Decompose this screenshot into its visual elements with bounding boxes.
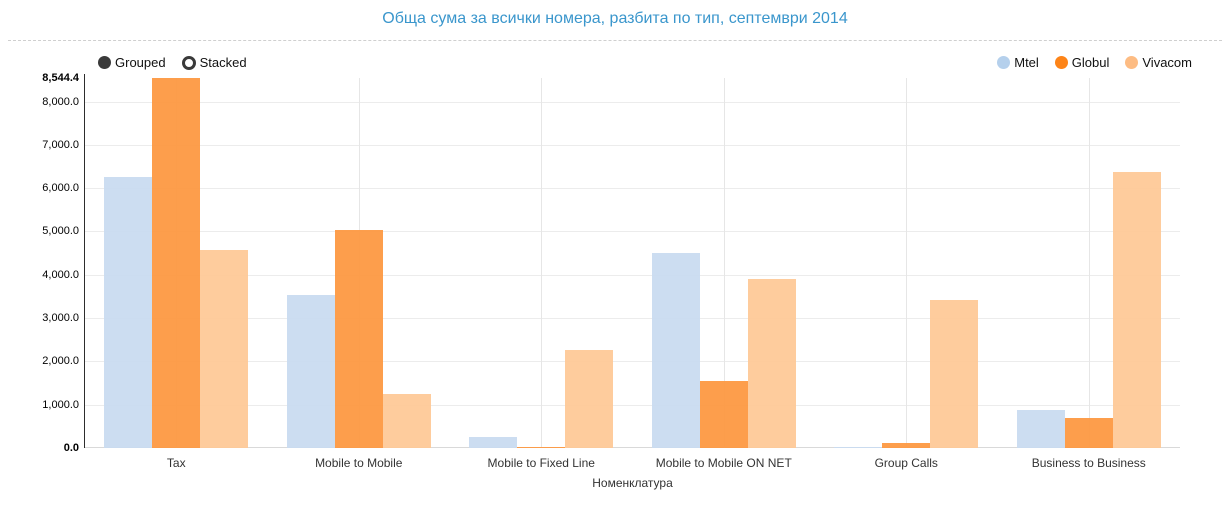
- v-gridline: [541, 78, 543, 448]
- grouped-mode-label: Grouped: [115, 55, 166, 70]
- mtel-series-label: Mtel: [1014, 55, 1039, 70]
- mtel-series-icon: [997, 56, 1011, 69]
- radio-empty-icon: [181, 55, 196, 70]
- bar-mtel-mobile-to-mobile[interactable]: [286, 294, 335, 448]
- bar-vivacom-mobile-to-mobile-on-net[interactable]: [747, 278, 796, 448]
- h-gridline: [85, 274, 1180, 276]
- bar-mtel-business-to-business[interactable]: [1016, 410, 1065, 448]
- y-tick-label: 0.0: [63, 442, 79, 454]
- y-tick-label: 6,000.0: [42, 182, 79, 195]
- y-axis-line: [84, 74, 85, 448]
- x-category-label: Mobile to Fixed Line: [487, 456, 595, 470]
- h-gridline: [85, 188, 1180, 190]
- bar-globul-business-to-business[interactable]: [1064, 418, 1113, 448]
- bar-mtel-mobile-to-fixed-line[interactable]: [469, 437, 518, 448]
- chart-mode-legend: Grouped Stacked: [98, 55, 247, 70]
- h-gridline: [85, 101, 1180, 103]
- x-axis-title: Номенклатура: [592, 476, 673, 490]
- x-category-label: Business to Business: [1031, 456, 1146, 470]
- bar-globul-group-calls[interactable]: [882, 443, 931, 448]
- series-legend: Mtel Globul Vivacom: [997, 55, 1192, 70]
- bar-vivacom-mobile-to-fixed-line[interactable]: [565, 350, 614, 448]
- stacked-mode-radio[interactable]: Stacked: [181, 55, 247, 70]
- x-category-label: Tax: [166, 456, 186, 470]
- bar-mtel-tax[interactable]: [104, 176, 153, 448]
- bar-globul-tax[interactable]: [152, 78, 201, 448]
- bar-vivacom-business-to-business[interactable]: [1112, 172, 1161, 448]
- y-tick-label: 1,000.0: [42, 398, 79, 411]
- v-gridline: [723, 78, 725, 448]
- legend-item-vivacom[interactable]: Vivacom: [1125, 55, 1192, 70]
- globul-series-icon: [1054, 56, 1068, 69]
- vivacom-series-icon: [1125, 56, 1139, 69]
- y-tick-label: 2,000.0: [42, 355, 79, 368]
- grouped-mode-radio[interactable]: Grouped: [98, 55, 166, 70]
- x-category-label: Mobile to Mobile: [315, 456, 403, 470]
- x-category-label: Mobile to Mobile ON NET: [655, 456, 792, 470]
- v-gridline: [906, 78, 908, 448]
- title-separator: [8, 40, 1222, 41]
- radio-filled-icon: [98, 56, 111, 69]
- y-tick-label: 5,000.0: [42, 225, 79, 238]
- y-tick-label: 3,000.0: [42, 312, 79, 325]
- stacked-mode-label: Stacked: [199, 55, 247, 70]
- bar-globul-mobile-to-mobile[interactable]: [334, 230, 383, 448]
- x-axis-line: [85, 447, 1180, 448]
- globul-series-label: Globul: [1071, 55, 1110, 70]
- bar-globul-mobile-to-mobile-on-net[interactable]: [699, 381, 748, 448]
- chart-title: Обща сума за всички номера, разбита по т…: [382, 10, 848, 27]
- bar-vivacom-group-calls[interactable]: [930, 299, 979, 448]
- bar-mtel-group-calls[interactable]: [834, 446, 883, 448]
- bar-vivacom-tax[interactable]: [200, 249, 249, 448]
- y-tick-label: 4,000.0: [42, 268, 79, 281]
- vivacom-series-label: Vivacom: [1142, 55, 1192, 70]
- y-tick-label: 8,544.4: [42, 72, 79, 84]
- x-category-label: Group Calls: [874, 456, 938, 470]
- bar-mtel-mobile-to-mobile-on-net[interactable]: [651, 253, 700, 448]
- legend-item-mtel[interactable]: Mtel: [997, 55, 1039, 70]
- bar-globul-mobile-to-fixed-line[interactable]: [517, 446, 566, 448]
- h-gridline: [85, 231, 1180, 233]
- h-gridline: [85, 404, 1180, 406]
- bar-vivacom-mobile-to-mobile[interactable]: [382, 393, 431, 448]
- legend-item-globul[interactable]: Globul: [1054, 55, 1110, 70]
- h-gridline: [85, 361, 1180, 363]
- h-gridline: [85, 318, 1180, 320]
- h-gridline: [85, 144, 1180, 146]
- v-gridline: [1088, 78, 1090, 448]
- y-tick-label: 8,000.0: [42, 95, 79, 108]
- y-tick-label: 7,000.0: [42, 138, 79, 151]
- plot-area: [84, 74, 1180, 448]
